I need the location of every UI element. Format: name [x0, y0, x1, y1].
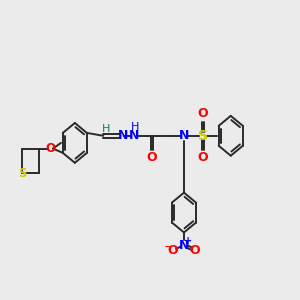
Text: H: H	[102, 124, 110, 134]
Text: N: N	[118, 129, 128, 142]
Text: O: O	[198, 107, 208, 120]
Text: N: N	[129, 129, 140, 142]
Text: H: H	[130, 122, 139, 132]
Text: S: S	[198, 129, 208, 143]
Text: O: O	[190, 244, 200, 257]
Text: N: N	[179, 129, 189, 142]
Text: N: N	[179, 239, 189, 252]
Text: O: O	[45, 142, 55, 155]
Text: S: S	[18, 167, 26, 180]
Text: O: O	[168, 244, 178, 257]
Text: −: −	[164, 242, 173, 252]
Text: O: O	[146, 151, 157, 164]
Text: O: O	[198, 151, 208, 164]
Text: +: +	[184, 236, 193, 246]
